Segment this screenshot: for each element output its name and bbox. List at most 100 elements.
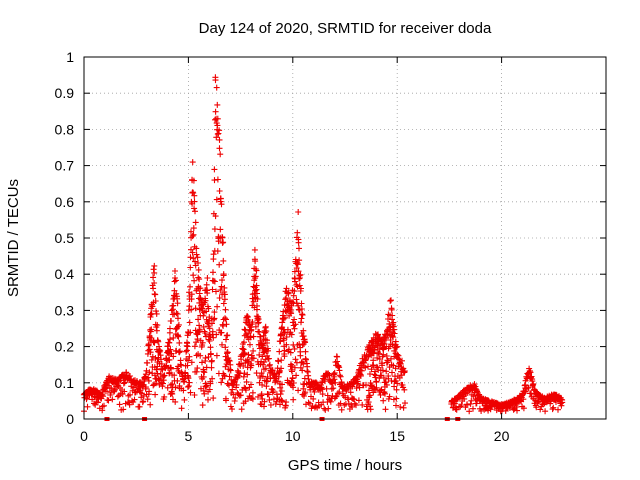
data-point (184, 383, 191, 390)
data-point (227, 367, 234, 374)
data-point (355, 381, 362, 388)
data-point (139, 383, 146, 390)
data-point (209, 320, 215, 327)
x-tick-label: 15 (389, 428, 405, 444)
data-point (168, 365, 174, 372)
x-tick-label: 5 (185, 428, 193, 444)
data-point (168, 307, 175, 314)
data-point (210, 251, 217, 258)
data-point (358, 367, 365, 374)
data-point (534, 399, 541, 406)
data-point (173, 293, 180, 300)
data-point (153, 327, 160, 334)
data-point (550, 404, 557, 411)
data-point (149, 303, 156, 310)
data-point (236, 373, 242, 379)
data-point (151, 262, 158, 269)
data-point (219, 277, 225, 284)
data-point (213, 331, 220, 338)
data-point (155, 338, 162, 345)
data-point (258, 358, 265, 365)
data-point (289, 299, 296, 306)
data-point (517, 397, 524, 404)
data-point (333, 393, 340, 399)
data-point (478, 408, 485, 414)
data-point (394, 351, 401, 358)
data-point (330, 385, 337, 392)
data-point (240, 346, 247, 353)
data-point (224, 349, 231, 356)
data-point (250, 283, 257, 290)
data-point (215, 238, 222, 245)
data-point (211, 177, 218, 184)
data-point (241, 370, 248, 377)
data-point (226, 357, 233, 364)
data-point (183, 347, 190, 354)
data-point (191, 198, 198, 205)
data-point (223, 336, 229, 343)
data-point (140, 398, 147, 405)
data-point (296, 275, 303, 281)
data-point (177, 348, 183, 355)
data-point (553, 399, 559, 405)
data-point (120, 406, 127, 413)
data-point (388, 297, 394, 304)
data-point (351, 396, 358, 403)
data-point (383, 368, 390, 375)
data-point (219, 239, 226, 246)
data-point (283, 295, 290, 302)
data-point (197, 285, 204, 292)
data-point (279, 319, 286, 326)
data-point (120, 380, 127, 387)
data-point (331, 369, 338, 376)
data-point (209, 286, 216, 293)
data-point (520, 405, 527, 412)
data-point (279, 398, 286, 405)
x-tick-label: 20 (494, 428, 510, 444)
data-point (383, 381, 390, 388)
data-point (401, 386, 408, 393)
data-point (145, 341, 152, 348)
data-point (99, 391, 106, 398)
data-point (152, 391, 159, 398)
data-point (322, 406, 329, 413)
data-point (244, 313, 251, 319)
data-point (259, 381, 266, 388)
data-point (277, 384, 284, 391)
data-point (389, 312, 396, 319)
data-point (264, 337, 270, 344)
data-point (300, 327, 307, 334)
data-point (388, 355, 394, 362)
data-point (252, 258, 259, 265)
data-point (466, 408, 473, 415)
data-point (210, 395, 217, 402)
data-point (470, 405, 476, 412)
data-point (288, 331, 295, 338)
data-point (210, 316, 217, 323)
data-point (187, 329, 194, 336)
data-point (188, 359, 195, 366)
data-point (275, 358, 282, 365)
data-point (194, 365, 201, 372)
data-point (200, 312, 207, 319)
data-point (362, 364, 369, 371)
data-point (400, 404, 407, 411)
data-point (337, 373, 344, 380)
data-point (212, 213, 219, 220)
data-point (187, 254, 194, 261)
data-point (283, 399, 290, 406)
grid-lines (84, 57, 606, 419)
data-point (296, 257, 303, 264)
data-point (332, 393, 339, 400)
data-point (295, 268, 302, 275)
data-point (131, 396, 138, 403)
data-point (392, 338, 399, 345)
data-point (116, 401, 123, 408)
data-point (105, 397, 112, 404)
data-point (294, 261, 301, 268)
data-point (147, 314, 154, 320)
data-point (255, 319, 262, 326)
data-point (159, 383, 166, 390)
data-point (167, 336, 173, 343)
data-point (393, 386, 400, 393)
